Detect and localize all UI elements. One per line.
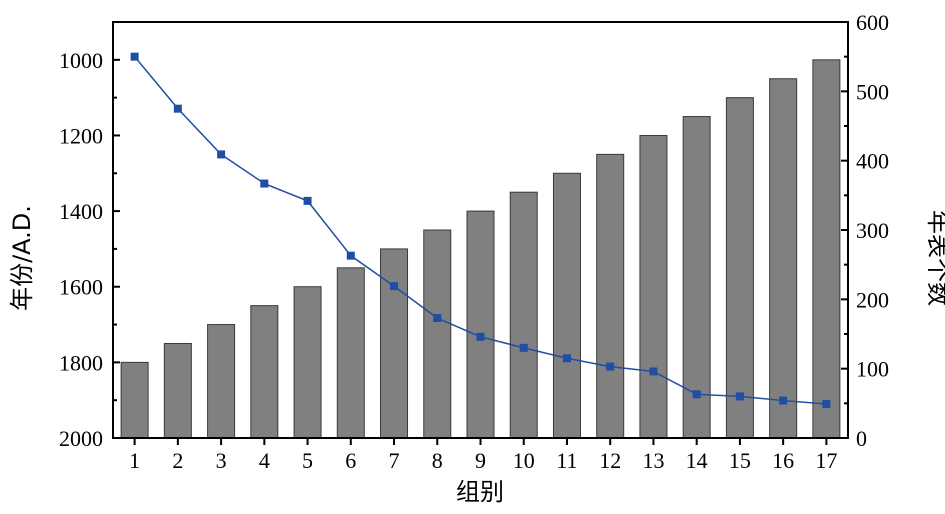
x-tick-label: 12	[599, 448, 621, 473]
y-right-tick-label: 0	[856, 426, 867, 451]
x-tick-label: 5	[302, 448, 313, 473]
y-left-tick-label: 1800	[59, 350, 103, 375]
bar-12	[596, 153, 625, 439]
y-right-axis-title: 年表个数	[924, 210, 945, 306]
x-tick-label: 2	[172, 448, 183, 473]
y-left-axis-title: 年份/A.D.	[8, 205, 36, 311]
y-right-tick-label: 400	[856, 149, 889, 174]
bar-3	[207, 324, 236, 439]
x-tick-label: 15	[729, 448, 751, 473]
line-marker-17	[822, 400, 831, 409]
bar-1	[120, 361, 149, 439]
x-tick-label: 9	[475, 448, 486, 473]
y-right-tick-label: 500	[856, 79, 889, 104]
line-marker-7	[390, 282, 399, 291]
line-marker-10	[519, 343, 528, 352]
line-marker-15	[735, 392, 744, 401]
bar-14	[682, 116, 711, 439]
y-left-tick-label: 2000	[59, 426, 103, 451]
x-axis-title: 组别	[456, 478, 504, 506]
y-right-tick-label: 200	[856, 287, 889, 312]
line-marker-1	[130, 52, 139, 61]
y-left-tick-label: 1200	[59, 123, 103, 148]
line-marker-12	[606, 362, 615, 371]
bar-5	[293, 286, 322, 439]
x-tick-label: 6	[345, 448, 356, 473]
x-tick-label: 3	[216, 448, 227, 473]
line-marker-16	[779, 396, 788, 405]
y-left-tick-label: 1400	[59, 199, 103, 224]
line-marker-13	[649, 367, 658, 376]
x-tick-label: 7	[389, 448, 400, 473]
bar-8	[423, 229, 452, 439]
bar-2	[163, 342, 192, 439]
line-marker-9	[476, 332, 485, 341]
line-marker-6	[346, 251, 355, 260]
y-right-tick-label: 600	[856, 10, 889, 35]
x-tick-label: 11	[556, 448, 577, 473]
line-marker-11	[562, 354, 571, 363]
x-tick-label: 17	[815, 448, 837, 473]
x-tick-label: 13	[642, 448, 664, 473]
line-layer	[130, 52, 831, 409]
line-marker-5	[303, 196, 312, 205]
bar-6	[336, 267, 365, 439]
bar-4	[250, 305, 279, 439]
x-tick-label: 16	[772, 448, 794, 473]
x-tick-label: 14	[686, 448, 708, 473]
line-marker-14	[692, 390, 701, 399]
bar-7	[380, 248, 409, 439]
y-right-tick-label: 300	[856, 218, 889, 243]
bars-layer	[120, 59, 841, 439]
x-tick-label: 10	[513, 448, 535, 473]
y-right-tick-label: 100	[856, 357, 889, 382]
y-left-tick-label: 1600	[59, 275, 103, 300]
bar-17	[812, 59, 841, 439]
line-marker-8	[433, 314, 442, 323]
bar-11	[552, 172, 581, 439]
x-tick-label: 1	[129, 448, 140, 473]
y-left-tick-label: 1000	[59, 48, 103, 73]
bar-16	[769, 78, 798, 439]
line-marker-4	[260, 179, 269, 188]
bar-9	[466, 210, 495, 439]
x-tick-label: 8	[432, 448, 443, 473]
bar-15	[725, 97, 754, 439]
line-marker-2	[173, 104, 182, 113]
bar-13	[639, 134, 668, 439]
bar-10	[509, 191, 538, 439]
line-marker-3	[217, 150, 226, 159]
x-tick-label: 4	[259, 448, 270, 473]
